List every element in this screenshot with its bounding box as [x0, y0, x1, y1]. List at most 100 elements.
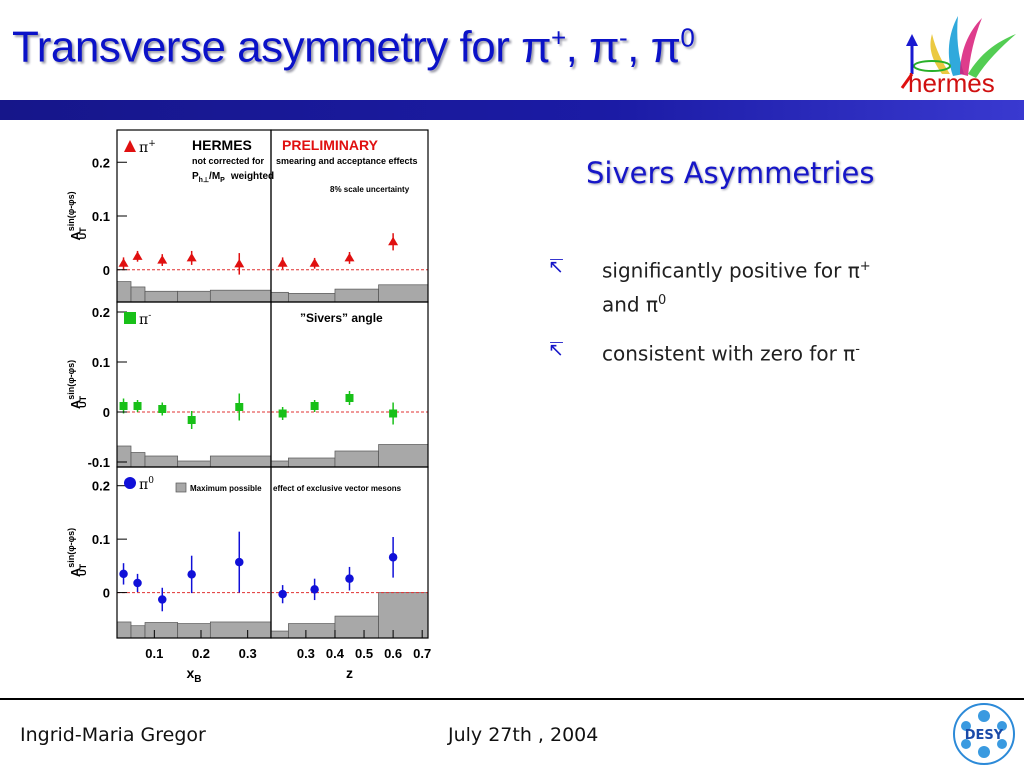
annotation-band-left: Maximum possible [190, 484, 262, 493]
footer-author: Ingrid-Maria Gregor [20, 724, 206, 746]
band-bin-π--xB-1 [130, 452, 146, 468]
band-bin-π+-xB-3 [177, 290, 211, 303]
legend-marker-π- [124, 312, 136, 324]
point-π0-xB-4 [235, 557, 244, 567]
footer-date: July 27th , 2004 [448, 724, 599, 746]
panel-frame-π--z [270, 301, 429, 468]
xtick-label-1-2: 0.5 [355, 646, 373, 661]
xtick-label-1-0: 0.3 [297, 646, 315, 661]
ylabel-base: A [68, 399, 83, 409]
arrow-up-left-icon: ↸ [548, 256, 564, 278]
band-bin-π+-xB-0 [116, 281, 132, 303]
band-bin-π+-z-0 [270, 291, 289, 303]
band-bin-π--z-2 [334, 450, 379, 468]
bullet-zero: ↸ consistent with zero for π- [548, 335, 988, 369]
ylabel-π-: Asin(φ-φs)UT [66, 360, 88, 409]
ylabel-π+: Asin(φ-φs)UT [66, 191, 88, 240]
point-π+-xB-0 [118, 258, 129, 267]
ylabel-sup: sin(φ-φs) [66, 191, 76, 231]
point-π0-z-2 [345, 574, 354, 583]
title-pi-zero: π0 [650, 22, 695, 72]
band-bin-π+-z-3 [378, 284, 429, 303]
point-π0-xB-3 [187, 570, 196, 579]
legend-label-base: π [139, 312, 148, 328]
xtick-label-1-4: 0.7 [413, 646, 431, 661]
xtick-label-1-3: 0.6 [384, 646, 402, 661]
annotation-experiment: HERMES [192, 137, 252, 153]
ylabel-text-π-: Asin(φ-φs)UT [66, 360, 88, 409]
legend-marker-π+ [124, 140, 136, 152]
point-π0-z-1 [310, 585, 319, 594]
xtick-label-0-0: 0.1 [145, 646, 163, 661]
weighting-rest: /M [209, 171, 220, 182]
point-π+-xB-1 [132, 251, 143, 260]
sivers-chart: 00.10.2Asin(φ-φs)UTπ+-0.100.10.2Asin(φ-φ… [66, 129, 431, 685]
annotation-scale: 8% scale uncertainty [330, 185, 410, 194]
legend-label-sup: - [148, 311, 151, 321]
title-text: Transverse asymmetry for [12, 22, 522, 72]
band-legend-swatch [175, 482, 187, 493]
band-bin-π0-z-0 [270, 630, 289, 639]
title-sep-1: , [565, 22, 590, 72]
title-pi-minus: π- [589, 22, 628, 72]
point-π--xB-1 [133, 402, 142, 410]
panel-frame-π0-z [270, 466, 429, 639]
ytick-label-π--3: 0.2 [92, 305, 110, 320]
ytick-label-π0-0: 0 [103, 586, 110, 601]
weighting-sub: h⊥ [199, 176, 209, 184]
point-π0-xB-0 [119, 569, 128, 579]
ylabel-sub: UT [78, 227, 88, 239]
point-π+-xB-4 [234, 258, 245, 268]
band-bin-π0-xB-2 [144, 622, 179, 639]
weighting-word: weighted [230, 171, 274, 182]
weighting-sub2: P [220, 177, 225, 184]
point-π+-z-1 [309, 258, 320, 267]
slide-title: Transverse asymmetry for π+, π-, π0 [12, 22, 695, 73]
ylabel-sup: sin(φ-φs) [66, 360, 76, 400]
ylabel-sub: UT [78, 395, 88, 407]
xlabel-0: xB [186, 665, 201, 685]
annotation-band-right: effect of exclusive vector mesons [273, 484, 402, 493]
subtitle: Sivers Asymmetries [586, 156, 875, 190]
band-bin-π+-xB-2 [144, 290, 179, 303]
point-π+-xB-2 [157, 255, 168, 264]
point-π0-z-0 [278, 589, 287, 599]
band-bin-π0-z-1 [288, 623, 336, 639]
point-π+-z-3 [388, 236, 399, 246]
weighting-base: P [192, 171, 199, 182]
xtick-label-1-1: 0.4 [326, 646, 345, 661]
ytick-label-π+-1: 0.1 [92, 209, 110, 224]
ylabel-base: A [68, 231, 83, 241]
band-bin-π0-xB-0 [116, 621, 132, 639]
ytick-label-π--0: -0.1 [88, 455, 110, 470]
title-sep-2: , [627, 22, 651, 72]
ytick-label-π+-0: 0 [103, 263, 110, 278]
annotation-weighting: Ph⊥/MP weighted [192, 171, 274, 184]
logo-text: hermes [908, 68, 995, 98]
band-bin-π+-xB-4 [209, 289, 272, 303]
legend-marker-π0 [124, 477, 136, 489]
hermes-logo: hermes [900, 16, 1016, 98]
xlabel-base: z [346, 665, 353, 681]
legend-label-base: π [139, 140, 148, 156]
legend-label-sup: + [148, 139, 156, 149]
ylabel-sup: sin(φ-φs) [66, 528, 76, 568]
legend-label-π+: π+ [139, 139, 156, 156]
bullet-positive: ↸ significantly positive for π+ and π0 [548, 252, 988, 319]
title-bar [0, 100, 1024, 120]
annotation-preliminary: PRELIMINARY [282, 137, 379, 153]
legend-label-sup: 0 [148, 476, 154, 486]
band-bin-π--xB-3 [177, 460, 211, 468]
ylabel-sub: UT [78, 563, 88, 575]
xlabel-1: z [346, 665, 353, 681]
band-bin-π--xB-0 [116, 445, 132, 468]
ytick-label-π0-1: 0.1 [92, 532, 110, 547]
ylabel-base: A [68, 567, 83, 577]
point-π0-xB-1 [133, 578, 142, 588]
footer-rule [0, 698, 1024, 700]
point-π--z-2 [345, 394, 354, 402]
legend-label-base: π [139, 477, 148, 493]
point-π--xB-3 [187, 416, 196, 424]
xtick-label-0-1: 0.2 [192, 646, 210, 661]
xtick-label-0-2: 0.3 [239, 646, 257, 661]
